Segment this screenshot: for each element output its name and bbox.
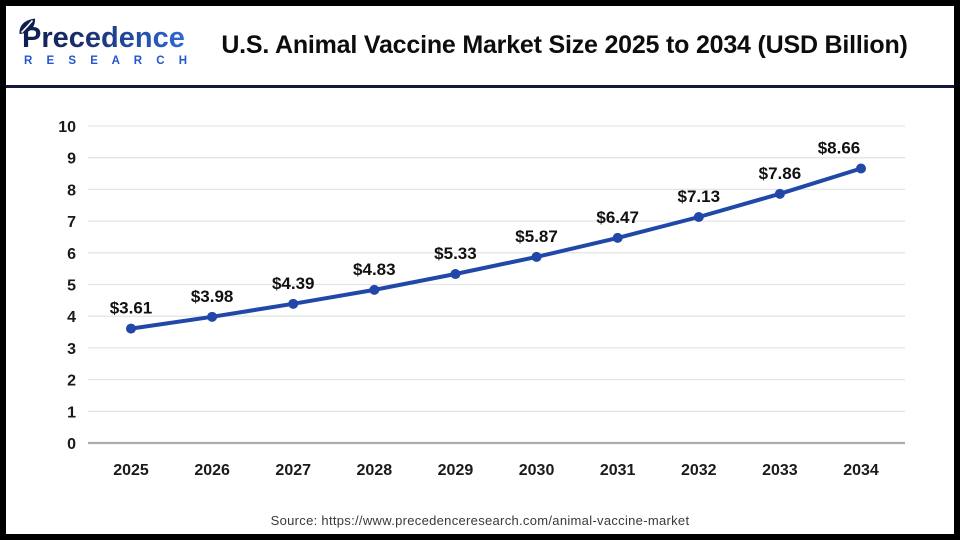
leaf-icon [18, 17, 38, 42]
data-point-label: $6.47 [596, 208, 639, 227]
x-tick-label: 2026 [194, 462, 230, 479]
data-point-marker [288, 298, 299, 309]
y-tick-label: 10 [58, 119, 76, 136]
data-point-marker [207, 311, 218, 322]
data-point-label: $5.33 [434, 244, 477, 263]
y-tick-label: 7 [67, 214, 76, 231]
data-point-label: $3.98 [191, 287, 234, 306]
data-point-marker [126, 323, 136, 334]
chart-area: 0 1 2 3 4 5 6 7 8 9 10 2025 2026 2027 2028 2029 2030 2031… [6, 88, 954, 534]
data-point-label: $5.87 [515, 227, 558, 246]
x-tick-label: 2034 [843, 462, 879, 479]
x-tick-label: 2031 [600, 462, 636, 479]
y-tick-label: 4 [67, 309, 76, 326]
chart-title: U.S. Animal Vaccine Market Size 2025 to … [221, 31, 908, 59]
y-tick-label: 5 [67, 278, 76, 295]
y-tick-label: 1 [67, 404, 76, 421]
x-tick-label: 2025 [113, 462, 149, 479]
y-tick-label: 9 [67, 151, 76, 168]
data-point-marker [693, 211, 704, 222]
x-tick-label: 2027 [275, 462, 311, 479]
brand-subname: R E S E A R C H [24, 54, 193, 67]
brand-name: Precedence [22, 23, 197, 53]
x-tick-label: 2029 [438, 462, 474, 479]
x-tick-label: 2030 [519, 462, 555, 479]
x-tick-label: 2028 [357, 462, 393, 479]
data-point-label: $7.13 [678, 187, 721, 206]
source-text: Source: https://www.precedenceresearch.c… [270, 513, 690, 528]
data-point-label: $3.61 [110, 299, 153, 318]
line-chart: 0 1 2 3 4 5 6 7 8 9 10 2025 2026 2027 2028 2029 2030 2031… [58, 119, 905, 479]
y-tick-label: 6 [67, 246, 76, 263]
series-line [129, 166, 863, 331]
x-tick-label: 2032 [681, 462, 717, 479]
data-point-label: $7.86 [759, 164, 802, 183]
data-point-marker [369, 284, 380, 295]
brand-logo: Precedence R E S E A R C H [16, 18, 197, 68]
x-tick-label: 2033 [762, 462, 798, 479]
data-point-label: $8.66 [818, 138, 861, 157]
header: Precedence R E S E A R C H U.S. Animal V… [6, 6, 954, 88]
y-tick-label: 0 [67, 436, 76, 453]
y-tick-label: 2 [67, 373, 76, 390]
data-point-label: $4.39 [272, 274, 315, 293]
data-point-marker [450, 269, 461, 280]
data-point-marker [612, 232, 623, 243]
y-tick-label: 8 [67, 182, 76, 199]
y-tick-label: 3 [67, 341, 76, 358]
data-point-marker [531, 251, 542, 262]
data-point-marker [856, 163, 866, 174]
data-point-marker [774, 188, 785, 199]
data-point-label: $4.83 [353, 260, 396, 279]
